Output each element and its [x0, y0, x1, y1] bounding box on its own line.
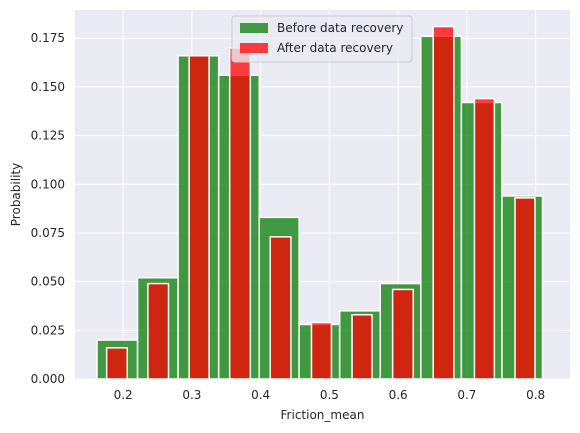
legend-label-before: Before data recovery [277, 21, 403, 35]
tick-labels: 0.2 0.3 0.4 0.5 0.6 0.7 0.8 0.000 0.025 0.050 0.07… [31, 31, 546, 402]
x-tick-label: 0.8 [526, 388, 545, 402]
y-tick-label: 0.100 [31, 177, 65, 191]
legend-swatch-before [240, 23, 268, 33]
bars [96, 25, 544, 380]
after-bar [105, 347, 128, 380]
y-axis-label: Probability [9, 163, 23, 226]
x-tick-label: 0.4 [251, 388, 270, 402]
y-tick-label: 0.000 [31, 372, 65, 386]
after-bar [269, 236, 292, 380]
after-bar [391, 288, 414, 380]
legend-swatch-after [240, 43, 268, 53]
y-tick-label: 0.050 [31, 275, 65, 289]
y-tick-label: 0.025 [31, 323, 65, 337]
after-bar [310, 321, 333, 380]
y-tick-label: 0.150 [31, 80, 65, 94]
after-bar [473, 97, 496, 380]
x-tick-label: 0.7 [457, 388, 476, 402]
y-tick-label: 0.075 [31, 226, 65, 240]
x-tick-label: 0.6 [389, 388, 408, 402]
after-bar [188, 55, 210, 380]
after-bar [228, 47, 252, 380]
x-tick-label: 0.3 [182, 388, 201, 402]
y-tick-label: 0.125 [31, 129, 65, 143]
legend-box [231, 15, 413, 63]
legend: Before data recovery After data recovery [231, 15, 413, 63]
after-bar [351, 313, 373, 380]
y-tick-label: 0.175 [31, 31, 65, 45]
after-bar [514, 197, 536, 380]
legend-label-after: After data recovery [277, 41, 393, 55]
after-bar [432, 25, 455, 380]
x-axis-label: Friction_mean [281, 408, 365, 422]
x-tick-label: 0.5 [320, 388, 339, 402]
x-tick-label: 0.2 [114, 388, 133, 402]
after-bar [147, 282, 170, 380]
